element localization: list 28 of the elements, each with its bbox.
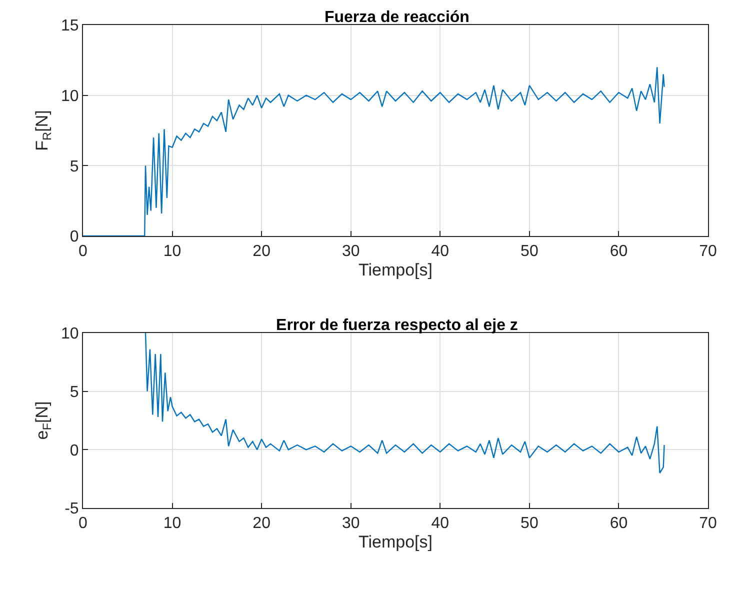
x-tick-label: 70 (699, 243, 717, 260)
x-tick-label: 20 (252, 243, 271, 260)
x-tick-label: 10 (163, 515, 182, 532)
line-series (83, 66, 665, 236)
y-tick-label: 0 (70, 442, 79, 460)
x-tick-label: 50 (520, 515, 538, 532)
x-tick-label: 30 (342, 243, 360, 260)
x-tick-label: 40 (431, 515, 450, 532)
x-axis-title: Tiempo[s] (358, 260, 433, 280)
x-tick-label: 20 (252, 515, 271, 532)
x-tick-label: 60 (610, 243, 628, 260)
x-tick-label: 30 (342, 515, 360, 532)
line-series (144, 333, 665, 474)
y-tick-label: 0 (70, 228, 79, 246)
y-tick-label: 10 (61, 326, 79, 343)
x-tick-label: 60 (610, 515, 628, 532)
y-tick-label: -5 (64, 500, 79, 518)
x-tick-label: 50 (520, 243, 538, 260)
y-tick-label: 5 (70, 384, 79, 401)
y-tick-label: 10 (61, 88, 79, 105)
x-axis-title: Tiempo[s] (358, 532, 433, 552)
chart-title: Fuerza de reacción (324, 9, 470, 26)
y-tick-label: 15 (61, 18, 79, 35)
x-tick-label: 70 (699, 515, 717, 532)
x-tick-label: 10 (163, 243, 182, 260)
y-tick-label: 5 (70, 158, 79, 176)
x-tick-label: 40 (431, 243, 450, 260)
chart-title: Error de fuerza respecto al eje z (276, 317, 518, 334)
